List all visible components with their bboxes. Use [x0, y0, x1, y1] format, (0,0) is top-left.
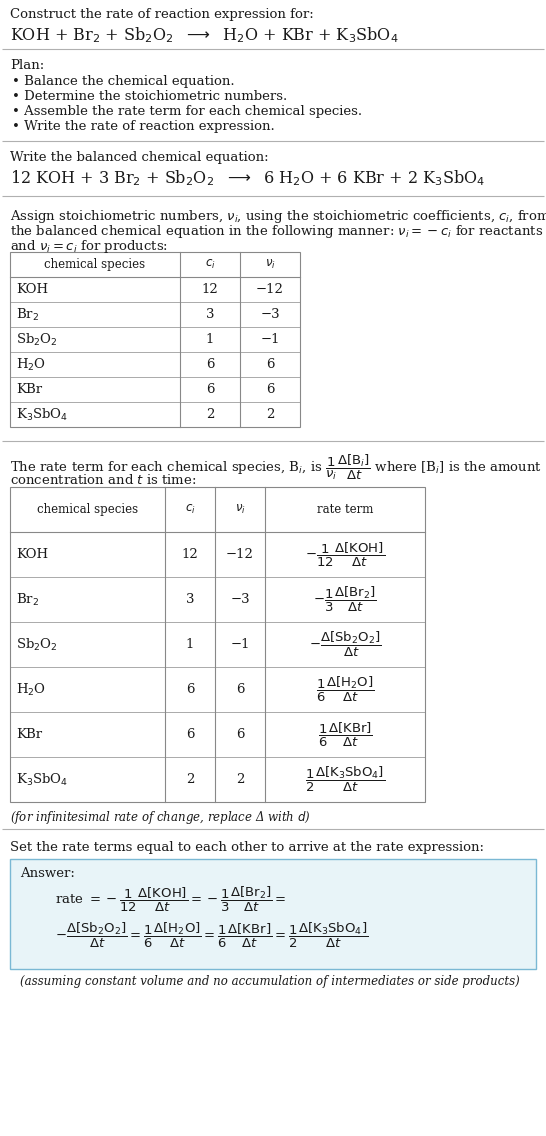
Text: H$_2$O: H$_2$O — [16, 357, 46, 373]
Text: $-\dfrac{\Delta[\mathrm{Sb}_2\mathrm{O}_2]}{\Delta t}$: $-\dfrac{\Delta[\mathrm{Sb}_2\mathrm{O}_… — [308, 629, 381, 659]
Text: 2: 2 — [266, 408, 274, 421]
Text: • Balance the chemical equation.: • Balance the chemical equation. — [12, 75, 235, 87]
Text: 6: 6 — [206, 383, 214, 396]
Text: 3: 3 — [186, 593, 194, 605]
Text: −3: −3 — [260, 308, 280, 321]
Text: Plan:: Plan: — [10, 59, 44, 72]
Text: KBr: KBr — [16, 383, 42, 396]
Text: 3: 3 — [206, 308, 214, 321]
Text: 1: 1 — [206, 333, 214, 346]
Text: $-\dfrac{1}{3}\dfrac{\Delta[\mathrm{Br}_2]}{\Delta t}$: $-\dfrac{1}{3}\dfrac{\Delta[\mathrm{Br}_… — [313, 585, 377, 615]
Text: Sb$_2$O$_2$: Sb$_2$O$_2$ — [16, 332, 58, 348]
Text: −1: −1 — [230, 638, 250, 651]
Text: rate $= -\dfrac{1}{12}\dfrac{\Delta[\mathrm{KOH}]}{\Delta t} = -\dfrac{1}{3}\dfr: rate $= -\dfrac{1}{12}\dfrac{\Delta[\mat… — [55, 885, 287, 914]
Text: 2: 2 — [186, 772, 194, 786]
Text: Br$_2$: Br$_2$ — [16, 307, 39, 323]
Text: 6: 6 — [206, 358, 214, 371]
Text: concentration and $t$ is time:: concentration and $t$ is time: — [10, 473, 197, 487]
Bar — [10, 252, 300, 427]
Text: chemical species: chemical species — [37, 503, 138, 516]
Text: 6: 6 — [186, 683, 194, 696]
Text: and $\nu_i = c_i$ for products:: and $\nu_i = c_i$ for products: — [10, 239, 168, 254]
Text: −1: −1 — [260, 333, 280, 346]
Text: 6: 6 — [236, 728, 244, 741]
Text: $\dfrac{1}{2}\dfrac{\Delta[\mathrm{K}_3\mathrm{SbO}_4]}{\Delta t}$: $\dfrac{1}{2}\dfrac{\Delta[\mathrm{K}_3\… — [305, 765, 385, 794]
Text: 12: 12 — [182, 548, 198, 561]
Text: 1: 1 — [186, 638, 194, 651]
Bar — [10, 487, 425, 802]
Text: Construct the rate of reaction expression for:: Construct the rate of reaction expressio… — [10, 8, 314, 20]
Text: $-\dfrac{1}{12}\dfrac{\Delta[\mathrm{KOH}]}{\Delta t}$: $-\dfrac{1}{12}\dfrac{\Delta[\mathrm{KOH… — [305, 541, 385, 568]
Text: rate term: rate term — [317, 503, 373, 516]
Text: 2: 2 — [236, 772, 244, 786]
Text: • Write the rate of reaction expression.: • Write the rate of reaction expression. — [12, 120, 275, 133]
Text: 12: 12 — [201, 283, 218, 296]
Text: $c_i$: $c_i$ — [205, 258, 215, 272]
Text: Br$_2$: Br$_2$ — [16, 592, 39, 608]
Text: −12: −12 — [226, 548, 254, 561]
Text: 6: 6 — [186, 728, 194, 741]
Text: $-\dfrac{\Delta[\mathrm{Sb}_2\mathrm{O}_2]}{\Delta t} = \dfrac{1}{6}\dfrac{\Delt: $-\dfrac{\Delta[\mathrm{Sb}_2\mathrm{O}_… — [55, 921, 369, 950]
Bar — [10, 859, 536, 969]
Text: 6: 6 — [266, 383, 274, 396]
Text: • Determine the stoichiometric numbers.: • Determine the stoichiometric numbers. — [12, 90, 287, 103]
Text: (assuming constant volume and no accumulation of intermediates or side products): (assuming constant volume and no accumul… — [20, 975, 520, 988]
Text: $\nu_i$: $\nu_i$ — [265, 258, 275, 272]
Text: Set the rate terms equal to each other to arrive at the rate expression:: Set the rate terms equal to each other t… — [10, 841, 484, 854]
Text: • Assemble the rate term for each chemical species.: • Assemble the rate term for each chemic… — [12, 105, 362, 118]
Text: −3: −3 — [230, 593, 250, 605]
Text: KOH: KOH — [16, 283, 48, 296]
Text: Assign stoichiometric numbers, $\nu_i$, using the stoichiometric coefficients, $: Assign stoichiometric numbers, $\nu_i$, … — [10, 208, 546, 225]
Text: 6: 6 — [236, 683, 244, 696]
Text: $\dfrac{1}{6}\dfrac{\Delta[\mathrm{H}_2\mathrm{O}]}{\Delta t}$: $\dfrac{1}{6}\dfrac{\Delta[\mathrm{H}_2\… — [316, 675, 374, 704]
Text: $\dfrac{1}{6}\dfrac{\Delta[\mathrm{KBr}]}{\Delta t}$: $\dfrac{1}{6}\dfrac{\Delta[\mathrm{KBr}]… — [318, 720, 372, 749]
Text: H$_2$O: H$_2$O — [16, 682, 46, 698]
Text: 2: 2 — [206, 408, 214, 421]
Text: Sb$_2$O$_2$: Sb$_2$O$_2$ — [16, 636, 58, 652]
Text: KBr: KBr — [16, 728, 42, 741]
Text: $\nu_i$: $\nu_i$ — [235, 503, 245, 516]
Text: $c_i$: $c_i$ — [185, 503, 195, 516]
Text: the balanced chemical equation in the following manner: $\nu_i = -c_i$ for react: the balanced chemical equation in the fo… — [10, 223, 543, 240]
Text: Write the balanced chemical equation:: Write the balanced chemical equation: — [10, 151, 269, 164]
Text: KOH + Br$_2$ + Sb$_2$O$_2$  $\longrightarrow$  H$_2$O + KBr + K$_3$SbO$_4$: KOH + Br$_2$ + Sb$_2$O$_2$ $\longrightar… — [10, 25, 399, 44]
Text: KOH: KOH — [16, 548, 48, 561]
Text: The rate term for each chemical species, B$_i$, is $\dfrac{1}{\nu_i}\dfrac{\Delt: The rate term for each chemical species,… — [10, 453, 542, 483]
Text: (for infinitesimal rate of change, replace Δ with $d$): (for infinitesimal rate of change, repla… — [10, 809, 311, 826]
Text: chemical species: chemical species — [44, 258, 146, 272]
Text: Answer:: Answer: — [20, 867, 75, 880]
Text: 12 KOH + 3 Br$_2$ + Sb$_2$O$_2$  $\longrightarrow$  6 H$_2$O + 6 KBr + 2 K$_3$Sb: 12 KOH + 3 Br$_2$ + Sb$_2$O$_2$ $\longri… — [10, 168, 485, 187]
Text: K$_3$SbO$_4$: K$_3$SbO$_4$ — [16, 407, 68, 423]
Text: −12: −12 — [256, 283, 284, 296]
Text: K$_3$SbO$_4$: K$_3$SbO$_4$ — [16, 771, 68, 787]
Text: 6: 6 — [266, 358, 274, 371]
